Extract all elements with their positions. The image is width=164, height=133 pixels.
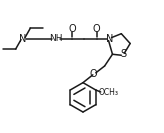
- Text: NH: NH: [49, 34, 62, 43]
- Text: O: O: [68, 24, 76, 34]
- Text: O: O: [90, 69, 98, 79]
- Text: N: N: [19, 34, 27, 44]
- Text: OCH₃: OCH₃: [99, 88, 119, 97]
- Text: S: S: [120, 49, 126, 59]
- Text: N: N: [106, 34, 113, 44]
- Text: O: O: [93, 24, 101, 34]
